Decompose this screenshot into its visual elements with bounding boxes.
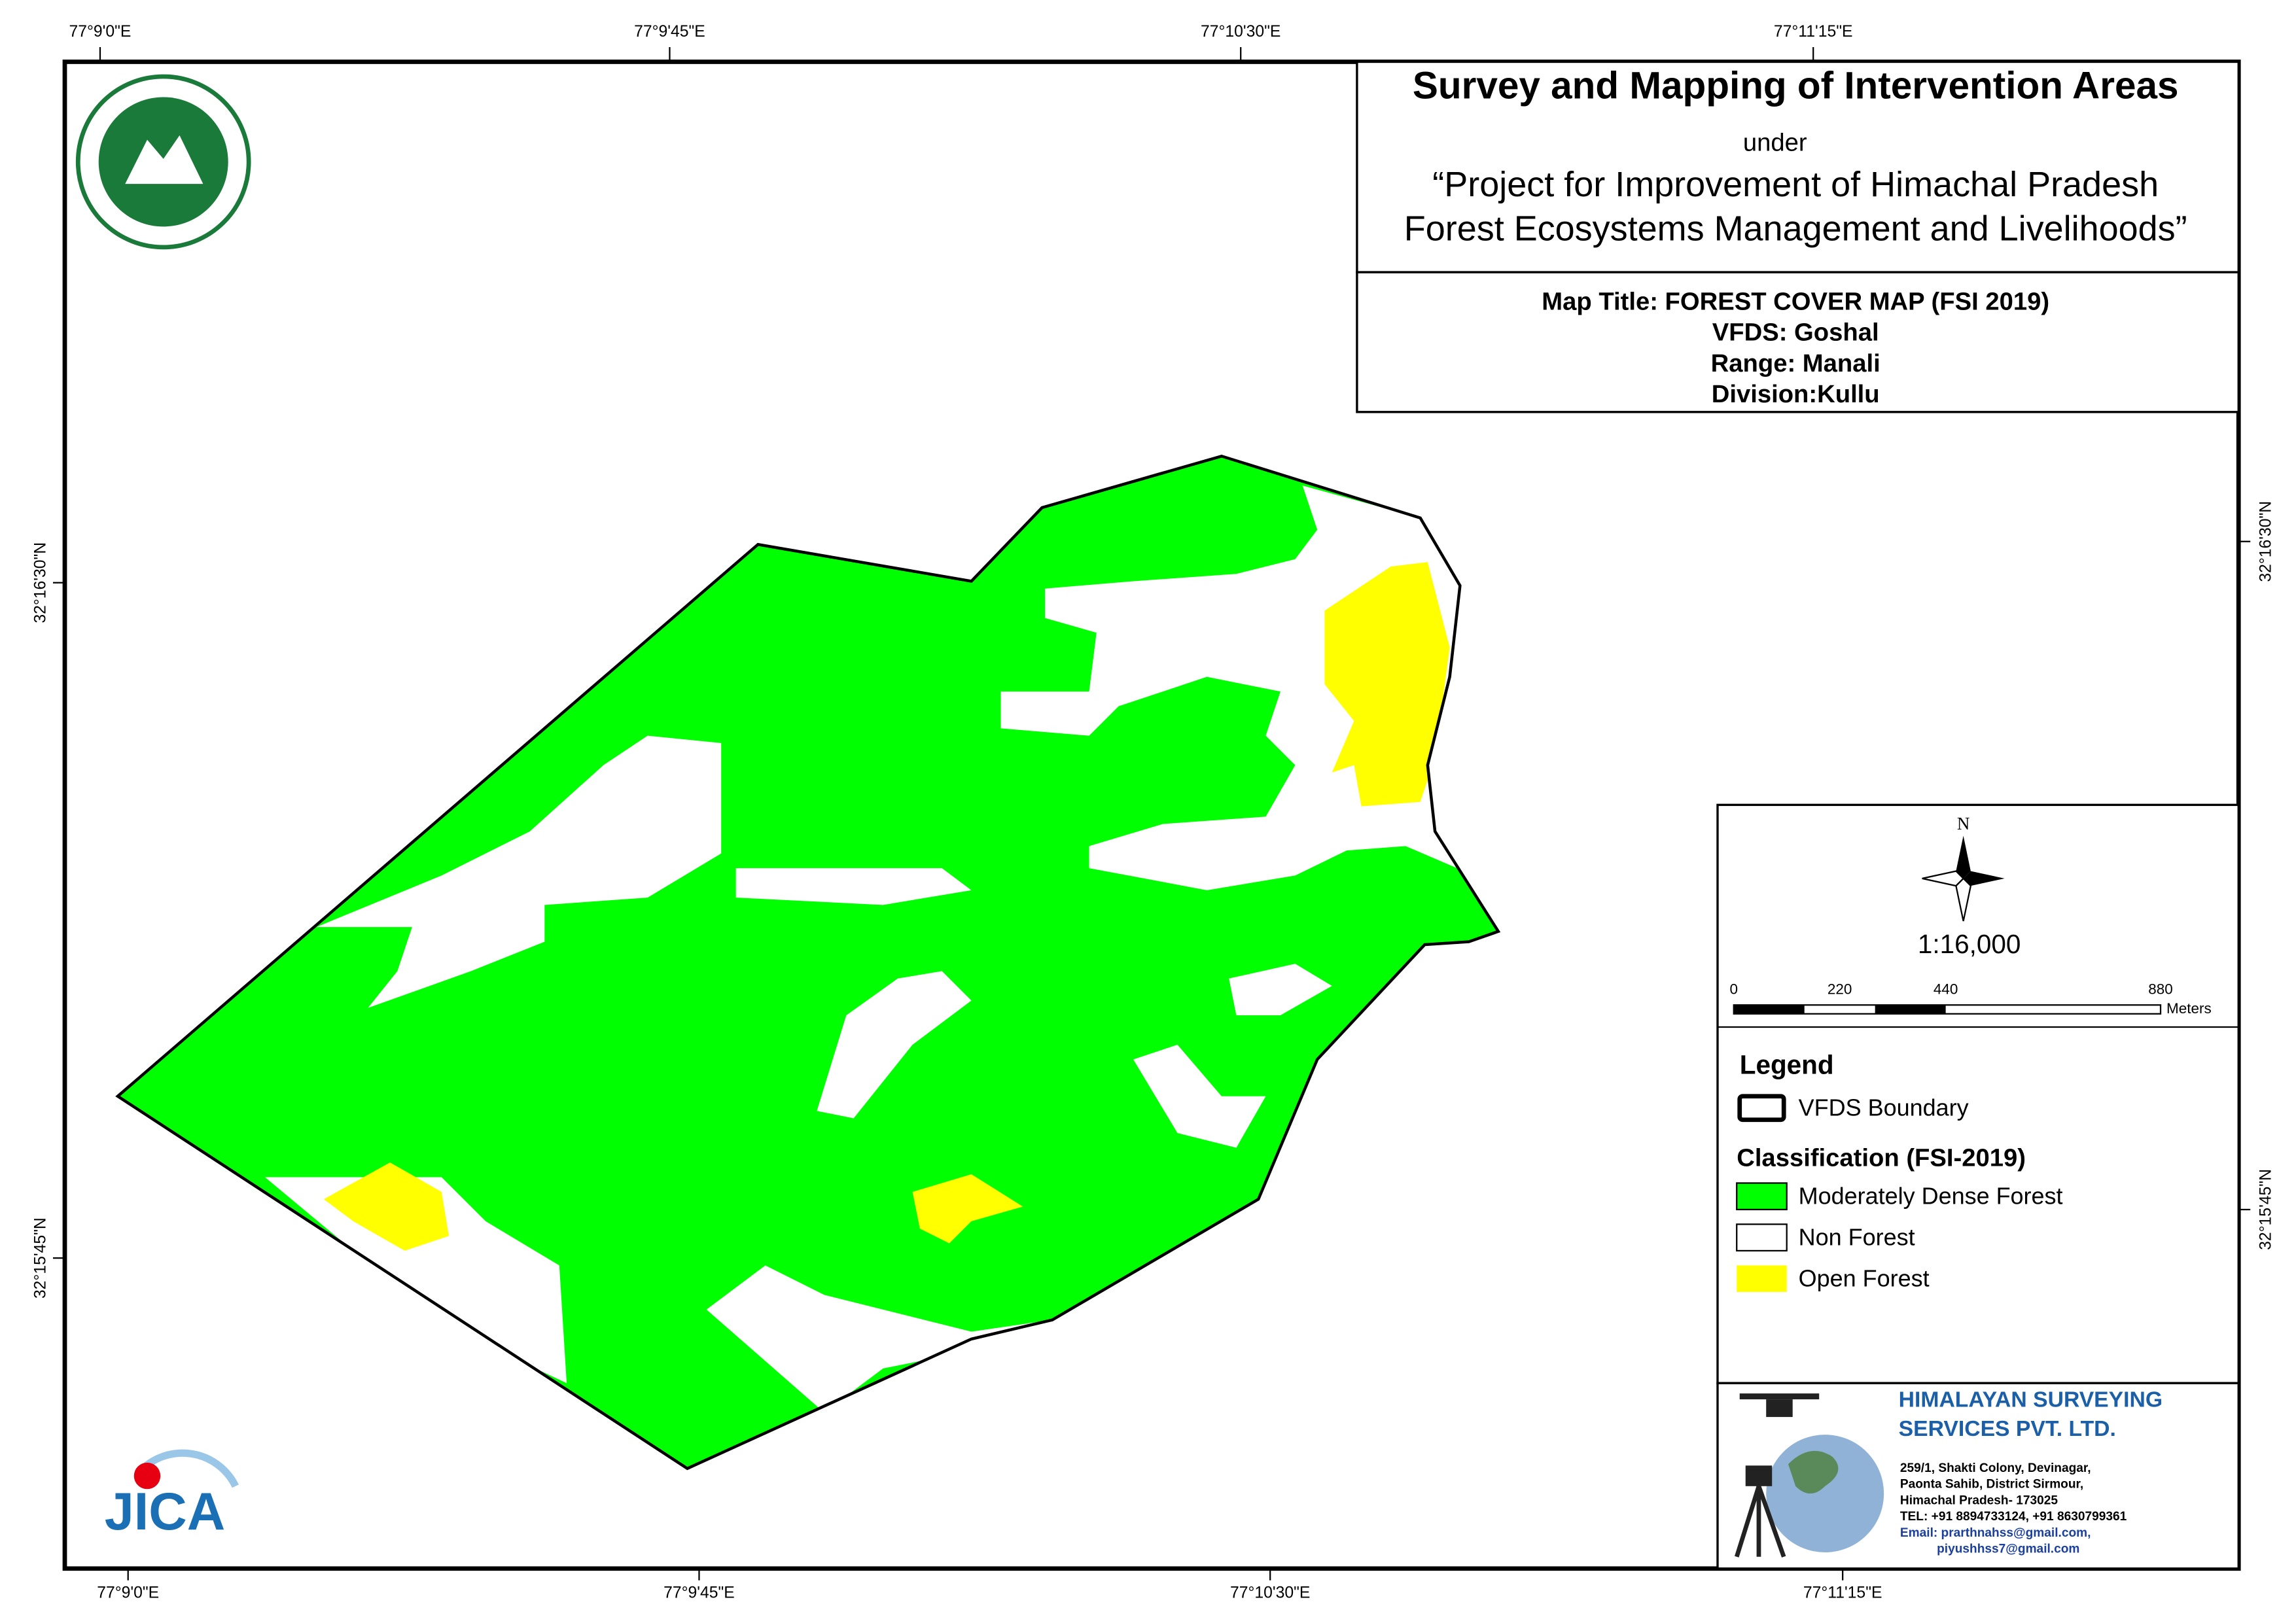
scale-label: 880	[2148, 981, 2173, 998]
non-forest-patch	[1133, 1045, 1266, 1148]
grid-label: 77°9'0"E	[97, 1584, 159, 1602]
address-line: Paonta Sahib, District Sirmour,	[1900, 1478, 2083, 1492]
grid-label: 32°15'45"N	[32, 1217, 50, 1299]
open-forest-patch	[912, 1174, 1023, 1244]
title-box	[1356, 60, 2240, 273]
company-logo	[1735, 1393, 1884, 1558]
grid-label: 77°9'45"E	[663, 1584, 735, 1602]
graticule-ticks: 77°9'0"E 77°9'45"E 77°10'30"E 77°11'15"E 77°…	[32, 23, 2275, 1602]
vfds: VFDS: Goshal	[1712, 319, 1879, 347]
grid-label: 32°15'45"N	[2257, 1169, 2275, 1250]
legend-swatch	[1737, 1094, 1786, 1123]
north-arrow	[1922, 835, 2005, 922]
address-line: piyushhss7@gmail.com	[1937, 1543, 2079, 1556]
arrow-e	[1963, 871, 2005, 886]
vfds-boundary	[115, 454, 1501, 1471]
scale-bar	[1733, 1004, 2162, 1015]
company-name: HIMALAYAN SURVEYING	[1899, 1387, 2163, 1412]
non-forest-patch	[316, 735, 722, 1008]
open-forest-patch	[323, 1162, 450, 1251]
tripod-leg	[1735, 1485, 1761, 1558]
non-forest-patch	[1229, 964, 1332, 1016]
division: Division:Kullu	[1712, 380, 1880, 408]
address-line: TEL: +91 8894733124, +91 8630799361	[1900, 1510, 2127, 1524]
open-forest-patch	[1324, 562, 1450, 807]
project-line: Forest Ecosystems Management and Livelih…	[1404, 209, 2187, 248]
grid-label: 77°9'0"E	[69, 23, 132, 41]
under: under	[1743, 129, 1807, 157]
legend-label: Moderately Dense Forest	[1799, 1182, 2063, 1209]
info-box	[1356, 271, 2240, 413]
legend-label: Open Forest	[1799, 1265, 1930, 1291]
hp-forest-logo	[75, 74, 251, 250]
non-forest-patch	[264, 1177, 567, 1384]
grid-label: 77°9'45"E	[634, 23, 705, 41]
north-label: N	[1957, 814, 1970, 833]
tripod-leg	[1756, 1485, 1786, 1558]
scale-ratio: 1:16,000	[1918, 929, 2021, 959]
globe-land	[1788, 1450, 1839, 1494]
scale-bar-seg	[1875, 1005, 1946, 1014]
grid-label: 32°16'30"N	[2257, 501, 2275, 582]
legend-swatch	[1736, 1182, 1788, 1211]
non-forest-patch	[817, 971, 972, 1119]
jica-arc	[137, 1449, 239, 1488]
non-forest-patch	[735, 868, 972, 905]
legend-swatch	[1736, 1223, 1788, 1252]
address-line: 259/1, Shakti Colony, Devinagar,	[1900, 1461, 2091, 1475]
jica-logo: JICA	[105, 1449, 239, 1541]
title: Survey and Mapping of Intervention Areas	[1413, 64, 2179, 107]
grid-label: 77°10'30"E	[1230, 1584, 1310, 1602]
grid-label: 77°10'30"E	[1201, 23, 1280, 41]
project-line: “Project for Improvement of Himachal Pra…	[1432, 165, 2159, 204]
company-name: SERVICES PVT. LTD.	[1899, 1416, 2116, 1441]
drone-body	[1766, 1399, 1793, 1418]
jica-dot	[133, 1462, 161, 1490]
scale-unit: Meters	[2166, 1000, 2212, 1017]
legend-subtitle: Classification (FSI-2019)	[1737, 1144, 2026, 1172]
scale-label: 220	[1828, 981, 1852, 998]
jica-text: JICA	[105, 1482, 225, 1541]
scale-bar-seg	[1733, 1005, 1805, 1014]
non-forest-patch	[1000, 485, 1460, 890]
map-title: Map Title: FOREST COVER MAP (FSI 2019)	[1542, 287, 2049, 315]
address-line: Himachal Pradesh- 173025	[1900, 1493, 2058, 1507]
company-address: 259/1, Shakti Colony, Devinagar, Paonta S…	[1900, 1461, 2127, 1556]
legend-label: Non Forest	[1799, 1223, 1915, 1250]
legend-swatch	[1737, 1265, 1787, 1292]
open-forest	[323, 562, 1450, 1251]
non-forest-patch	[706, 1265, 1053, 1413]
grid-label: 77°11'15"E	[1774, 23, 1853, 41]
legend-title: Legend	[1740, 1049, 1834, 1079]
legend-label: VFDS Boundary	[1799, 1094, 1969, 1121]
globe	[1766, 1435, 1884, 1553]
grid-label: 77°11'15"E	[1803, 1584, 1882, 1602]
camera	[1745, 1465, 1773, 1486]
arrow-n	[1956, 835, 1971, 879]
legend-panel	[1716, 803, 2240, 1385]
range: Range: Manali	[1711, 349, 1881, 377]
address-line: Email: prarthnahss@gmail.com,	[1900, 1526, 2091, 1540]
grid-label: 32°16'30"N	[32, 542, 50, 623]
scale-label: 0	[1729, 981, 1738, 998]
non-forest	[264, 485, 1460, 1413]
scale-label: 440	[1934, 981, 1958, 998]
drone	[1739, 1393, 1820, 1400]
logo-mountains	[125, 135, 203, 184]
